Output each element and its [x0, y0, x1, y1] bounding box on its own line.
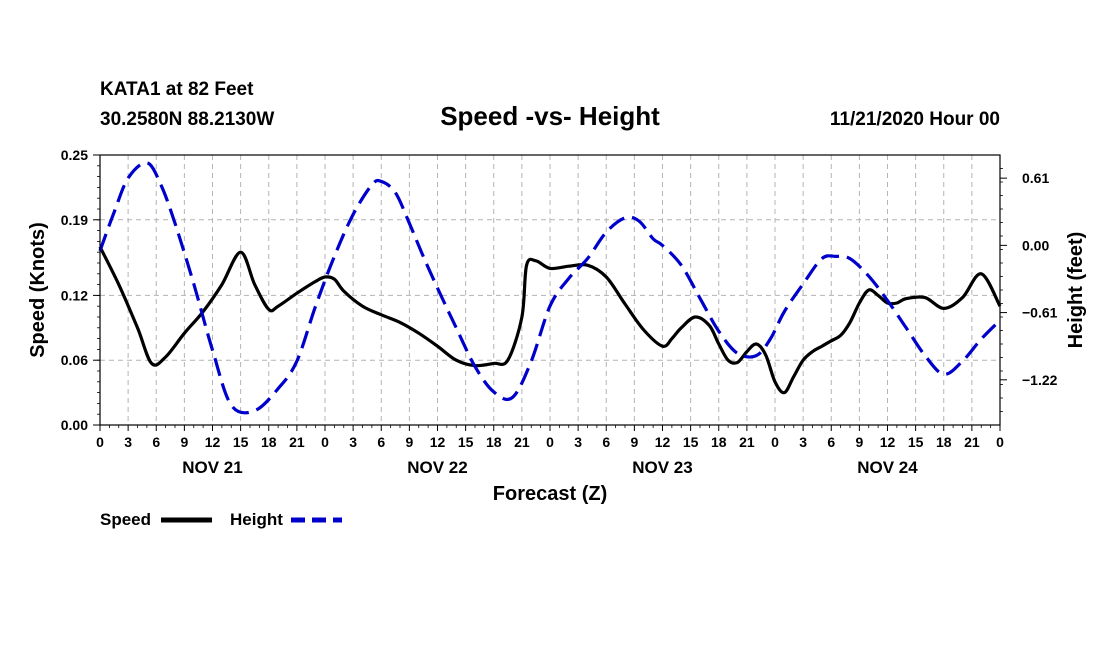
- x-tick-label: 6: [827, 434, 835, 450]
- x-tick-label: 18: [261, 434, 277, 450]
- x-tick-label: 21: [514, 434, 530, 450]
- x-tick-label: 6: [152, 434, 160, 450]
- series-layer: [98, 161, 1002, 415]
- x-tick-label: 18: [711, 434, 727, 450]
- coords-label: 30.2580N 88.2130W: [100, 109, 274, 130]
- x-tick-label: 6: [602, 434, 610, 450]
- x-tick-label: 6: [377, 434, 385, 450]
- datetime-label: 11/21/2020 Hour 00: [830, 109, 1000, 130]
- y2-tick-label: −0.61: [1022, 305, 1058, 321]
- x-tick-label: 0: [996, 434, 1004, 450]
- day-label: NOV 21: [182, 458, 242, 477]
- day-label: NOV 23: [632, 458, 692, 477]
- series-line-speed: [98, 246, 1002, 395]
- x-tick-label: 0: [96, 434, 104, 450]
- x-tick-label: 9: [405, 434, 413, 450]
- x-tick-label: 3: [574, 434, 582, 450]
- x-tick-label: 9: [180, 434, 188, 450]
- x-axis-title: Forecast (Z): [493, 483, 607, 505]
- x-tick-label: 21: [964, 434, 980, 450]
- x-tick-label: 12: [205, 434, 221, 450]
- x-tick-label: 21: [739, 434, 755, 450]
- x-tick-label: 12: [655, 434, 671, 450]
- y-axis-title: Speed (Knots): [27, 222, 49, 358]
- x-tick-label: 0: [771, 434, 779, 450]
- x-tick-label: 15: [908, 434, 924, 450]
- day-label: NOV 22: [407, 458, 467, 477]
- x-tick-label: 18: [486, 434, 502, 450]
- day-label: NOV 24: [857, 458, 918, 477]
- chart-title: Speed -vs- Height: [440, 101, 660, 131]
- x-tick-label: 21: [289, 434, 305, 450]
- legend-label-speed: Speed: [100, 510, 151, 529]
- y2-tick-label: −1.22: [1022, 372, 1058, 388]
- station-label: KATA1 at 82 Feet: [100, 79, 254, 100]
- x-tick-label: 9: [855, 434, 863, 450]
- x-tick-label: 0: [546, 434, 554, 450]
- x-tick-label: 15: [683, 434, 699, 450]
- axes: 0 3 6 9 12 15 18 21 0 3 6 9 12 15 18 21 0 3 6 9 12 15 18 21 0 3 6 9…: [61, 147, 1058, 477]
- x-tick-label: 3: [124, 434, 132, 450]
- series-line-height: [98, 161, 1002, 415]
- y-tick-label: 0.00: [61, 417, 88, 433]
- x-tick-label: 15: [458, 434, 474, 450]
- legend: Speed Height: [100, 510, 342, 529]
- y-tick-label: 0.25: [61, 147, 88, 163]
- x-tick-label: 3: [349, 434, 357, 450]
- x-tick-label: 15: [233, 434, 249, 450]
- y2-axis-title: Height (feet): [1065, 232, 1087, 349]
- y-tick-label: 0.12: [61, 287, 88, 303]
- y2-tick-label: 0.61: [1022, 170, 1049, 186]
- x-tick-label: 3: [799, 434, 807, 450]
- x-tick-label: 0: [321, 434, 329, 450]
- y-tick-label: 0.06: [61, 352, 88, 368]
- x-tick-label: 18: [936, 434, 952, 450]
- y-tick-label: 0.19: [61, 212, 88, 228]
- grid: [100, 155, 1000, 425]
- x-tick-label: 12: [430, 434, 446, 450]
- x-tick-label: 12: [880, 434, 896, 450]
- y2-tick-label: 0.00: [1022, 237, 1049, 253]
- x-tick-label: 9: [630, 434, 638, 450]
- legend-label-height: Height: [230, 510, 283, 529]
